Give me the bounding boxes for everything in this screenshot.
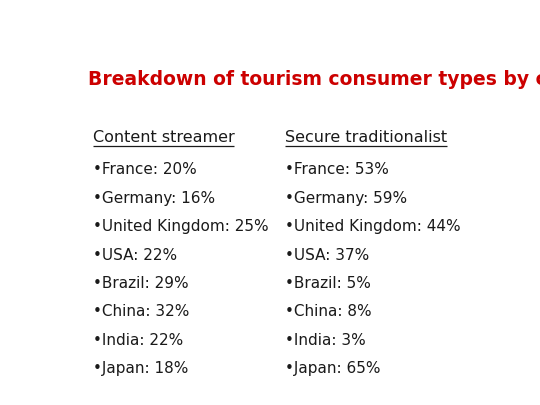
Text: •France: 20%: •France: 20% (93, 162, 197, 177)
Text: •China: 8%: •China: 8% (285, 304, 372, 319)
Text: •United Kingdom: 25%: •United Kingdom: 25% (93, 219, 268, 234)
Text: Breakdown of tourism consumer types by countries (E.I.) (2): Breakdown of tourism consumer types by c… (89, 70, 540, 90)
Text: •Japan: 18%: •Japan: 18% (93, 361, 188, 376)
Text: Content streamer: Content streamer (93, 130, 234, 145)
Text: •Brazil: 29%: •Brazil: 29% (93, 276, 188, 291)
Text: •Brazil: 5%: •Brazil: 5% (285, 276, 371, 291)
Text: Secure traditionalist: Secure traditionalist (285, 130, 447, 145)
Text: •Japan: 65%: •Japan: 65% (285, 361, 381, 376)
Text: •USA: 37%: •USA: 37% (285, 247, 369, 262)
Text: •China: 32%: •China: 32% (93, 304, 189, 319)
Text: •France: 53%: •France: 53% (285, 162, 389, 177)
Text: •USA: 22%: •USA: 22% (93, 247, 177, 262)
Text: •Germany: 16%: •Germany: 16% (93, 191, 215, 206)
Text: •India: 3%: •India: 3% (285, 333, 366, 348)
Text: •Germany: 59%: •Germany: 59% (285, 191, 407, 206)
Text: •United Kingdom: 44%: •United Kingdom: 44% (285, 219, 461, 234)
Text: •India: 22%: •India: 22% (93, 333, 183, 348)
